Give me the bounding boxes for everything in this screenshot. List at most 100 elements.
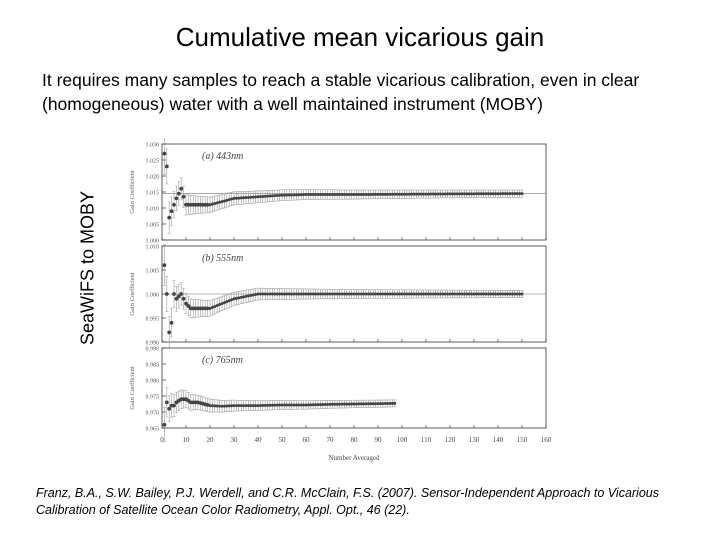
data-point — [169, 320, 174, 325]
data-point — [434, 192, 438, 196]
data-point — [164, 292, 169, 296]
data-point — [333, 193, 337, 197]
x-tick-label: 150 — [517, 436, 528, 444]
data-point — [330, 292, 334, 296]
data-point — [513, 192, 517, 196]
data-point — [381, 292, 385, 296]
data-point — [412, 192, 416, 196]
data-point — [419, 292, 423, 296]
data-point — [381, 402, 385, 406]
data-point — [304, 403, 308, 407]
data-point — [362, 192, 366, 196]
data-point — [518, 192, 522, 196]
data-point — [400, 292, 404, 296]
data-point — [306, 193, 310, 197]
data-point — [210, 305, 214, 309]
chart-panel-2: 0.990 0.995 1.000 1.005 1.010 Gain Coefficien… — [129, 244, 547, 349]
data-point — [436, 192, 440, 196]
data-point — [162, 422, 167, 427]
data-point — [321, 193, 325, 197]
data-point — [386, 401, 390, 405]
data-point — [318, 292, 322, 296]
data-point — [357, 402, 361, 406]
data-point — [455, 192, 459, 196]
data-point — [237, 296, 241, 300]
data-point — [450, 292, 454, 296]
data-point — [323, 402, 327, 406]
data-point — [232, 404, 236, 408]
data-point — [378, 402, 382, 406]
data-point — [263, 403, 267, 407]
data-point — [290, 292, 294, 296]
data-point — [510, 292, 514, 296]
data-point — [330, 193, 334, 197]
data-point — [290, 403, 294, 407]
data-point — [446, 292, 450, 296]
panel-label: (a) 443nm — [202, 151, 243, 162]
data-point — [309, 403, 313, 407]
data-point — [386, 292, 390, 296]
data-point — [184, 301, 188, 306]
y-tick-label: 1.005 — [146, 269, 160, 275]
data-point — [470, 192, 474, 196]
data-point — [172, 403, 176, 408]
data-point — [393, 292, 397, 296]
data-point — [465, 192, 469, 196]
data-point — [179, 186, 184, 191]
data-point — [258, 404, 262, 408]
data-point — [306, 403, 310, 407]
data-point — [244, 294, 248, 298]
data-point — [167, 406, 172, 411]
data-point — [208, 404, 212, 408]
data-point — [501, 192, 505, 196]
data-point — [164, 400, 169, 405]
data-point — [335, 402, 339, 406]
data-point — [510, 192, 514, 196]
data-point — [426, 192, 430, 196]
data-point — [266, 403, 270, 407]
data-point — [376, 402, 380, 406]
data-point — [472, 192, 476, 196]
data-point — [306, 292, 310, 296]
data-point — [266, 194, 270, 198]
x-tick-label: 120 — [445, 436, 456, 444]
data-point — [268, 292, 272, 296]
data-point — [242, 196, 246, 200]
data-point — [386, 192, 390, 196]
data-point — [467, 292, 471, 296]
data-point — [424, 292, 428, 296]
data-point — [218, 303, 222, 307]
data-point — [176, 294, 181, 299]
data-point — [438, 192, 442, 196]
data-point — [496, 192, 500, 196]
data-point — [205, 202, 210, 207]
data-point — [393, 401, 397, 405]
data-point — [273, 403, 277, 407]
data-point — [227, 404, 231, 408]
data-point — [299, 193, 303, 197]
data-point — [275, 292, 279, 296]
data-point — [326, 402, 330, 406]
y-tick-label: 0.970 — [146, 411, 160, 417]
data-point — [405, 292, 409, 296]
data-point — [239, 196, 243, 200]
data-point — [482, 292, 486, 296]
data-point — [338, 193, 342, 197]
citation: Franz, B.A., S.W. Bailey, P.J. Werdell, … — [36, 486, 659, 517]
data-point — [213, 304, 217, 308]
data-point — [462, 292, 466, 296]
data-point — [414, 292, 418, 296]
data-point — [359, 193, 363, 197]
data-point — [270, 194, 274, 198]
y-tick-label: 0.965 — [146, 427, 160, 433]
chart-panel-1: 1.000 1.005 1.010 1.015 1.020 1.025 1.030 Gain … — [129, 138, 547, 245]
data-point — [376, 192, 380, 196]
side-axis-label: SeaWiFS to MOBY — [77, 190, 98, 346]
data-point — [251, 195, 255, 199]
data-point — [254, 404, 258, 408]
data-point — [222, 199, 226, 203]
data-point — [402, 292, 406, 296]
slide-subtitle: It requires many samples to reach a stab… — [42, 70, 640, 114]
data-point — [388, 192, 392, 196]
data-point — [230, 197, 234, 201]
